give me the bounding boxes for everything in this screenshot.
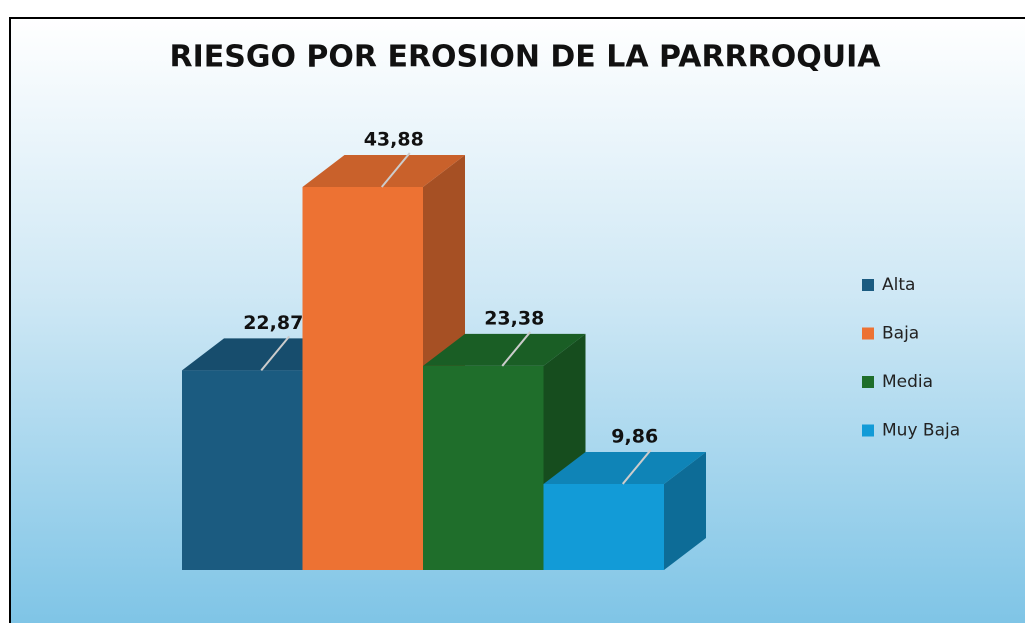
bar-top: [302, 155, 465, 187]
bar-side: [664, 451, 706, 570]
legend-swatch: [862, 424, 874, 437]
legend-label: Alta: [882, 275, 915, 295]
bar: [423, 365, 544, 570]
bar: [302, 187, 423, 570]
chart-title: RIESGO POR EROSION DE LA PARRROQUIA: [169, 40, 881, 75]
bar-top: [423, 333, 586, 366]
leader-line: [260, 335, 291, 372]
bar: [543, 483, 664, 570]
legend-swatch: [862, 279, 874, 291]
data-label: 22,87: [243, 312, 303, 334]
leader-line: [621, 449, 652, 485]
data-label: 9,86: [611, 425, 658, 447]
leader-line: [501, 331, 532, 367]
data-label: 43,88: [364, 129, 424, 151]
bar: [182, 370, 303, 570]
legend-swatch: [862, 327, 874, 340]
bar-top: [543, 451, 706, 484]
legend-label: Media: [882, 372, 933, 392]
legend-swatch: [862, 376, 874, 388]
leader-line: [380, 152, 411, 188]
data-label: 23,38: [484, 307, 544, 329]
legend-label: Muy Baja: [882, 421, 960, 441]
legend-label: Baja: [882, 324, 919, 344]
